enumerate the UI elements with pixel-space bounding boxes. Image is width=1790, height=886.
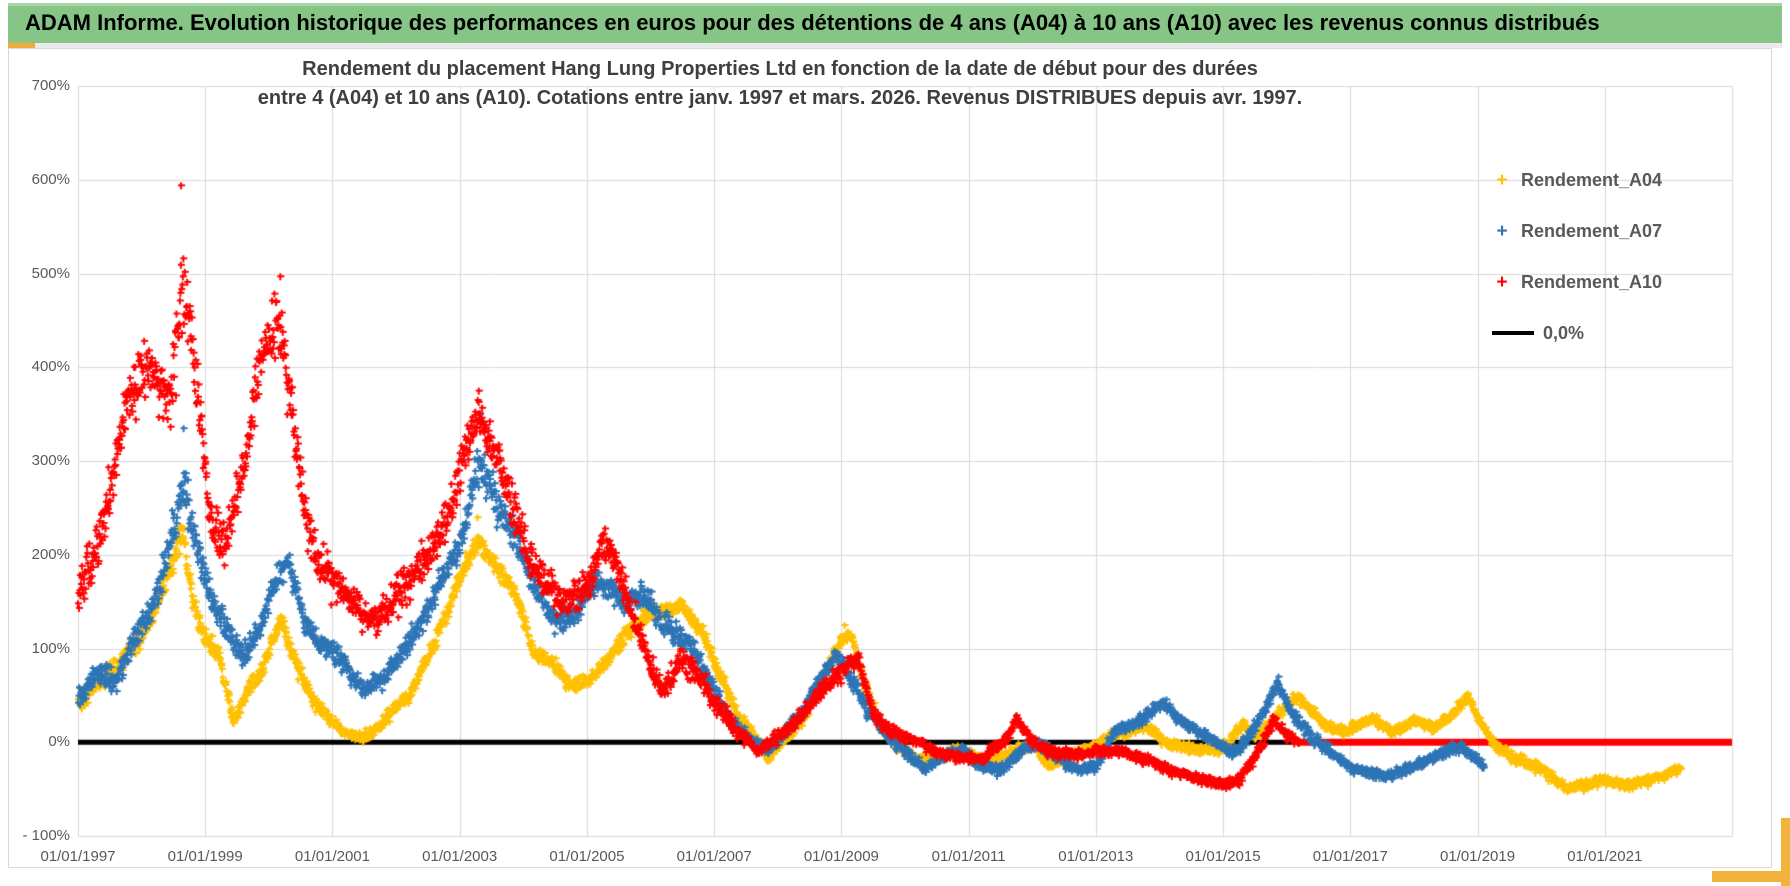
- legend-item: 0,0%: [1492, 320, 1662, 346]
- legend-label: Rendement_A07: [1521, 220, 1663, 241]
- x-axis-tick-label: 01/01/2007: [676, 848, 752, 865]
- y-axis-tick-label: - 100%: [22, 827, 70, 844]
- legend-zero-line-sample: [1492, 331, 1534, 335]
- legend-plus-marker-icon: +: [1496, 220, 1508, 242]
- y-axis-tick-label: 300%: [31, 452, 70, 469]
- y-axis-tick-label: 700%: [31, 77, 70, 94]
- x-axis-tick-label: 01/01/2013: [1058, 848, 1134, 865]
- gold-corner-accent-horizontal: [1712, 871, 1790, 882]
- legend-label: 0,0%: [1543, 322, 1585, 343]
- x-axis-tick-label: 01/01/2021: [1567, 848, 1643, 865]
- y-axis-tick-label: 0%: [48, 733, 70, 751]
- legend-plus-marker-icon: +: [1496, 169, 1508, 191]
- x-axis-tick-label: 01/01/1999: [167, 848, 243, 865]
- y-axis-tick-label: 400%: [31, 358, 70, 376]
- legend-item: + Rendement_A07: [1492, 218, 1662, 244]
- chart-title-line1: Rendement du placement Hang Lung Propert…: [302, 58, 1258, 80]
- x-axis-tick-label: 01/01/2009: [803, 848, 879, 865]
- legend-item: + Rendement_A10: [1492, 269, 1662, 295]
- x-axis-tick-label: 01/01/2011: [931, 848, 1006, 865]
- legend-plus-marker-icon: +: [1496, 271, 1508, 293]
- legend-item: + Rendement_A04: [1492, 167, 1662, 193]
- x-axis-tick-label: 01/01/2019: [1439, 848, 1516, 865]
- y-axis-tick-label: 500%: [31, 264, 70, 282]
- legend-label: Rendement_A04: [1521, 169, 1663, 190]
- x-axis-tick-label: 01/01/2015: [1185, 848, 1261, 865]
- y-axis-tick-label: 200%: [31, 545, 70, 563]
- y-axis-tick-label: 600%: [31, 170, 70, 188]
- y-axis-tick-label: 100%: [31, 639, 70, 657]
- gold-corner-accent-vertical: [1781, 818, 1790, 886]
- x-axis-tick-label: 01/01/2005: [549, 848, 625, 865]
- x-axis-tick-label: 01/01/2017: [1312, 848, 1388, 865]
- chart-title-line2: entre 4 (A04) et 10 ans (A10). Cotations…: [257, 87, 1303, 109]
- x-axis-tick-label: 01/01/2003: [422, 848, 498, 865]
- legend-label: Rendement_A10: [1521, 271, 1663, 292]
- x-axis-tick-label: 01/01/2001: [294, 848, 370, 865]
- x-axis-tick-label: 01/01/1997: [40, 848, 116, 865]
- chart-legend: + Rendement_A04 + Rendement_A07 + Rendement_A…: [1492, 167, 1662, 371]
